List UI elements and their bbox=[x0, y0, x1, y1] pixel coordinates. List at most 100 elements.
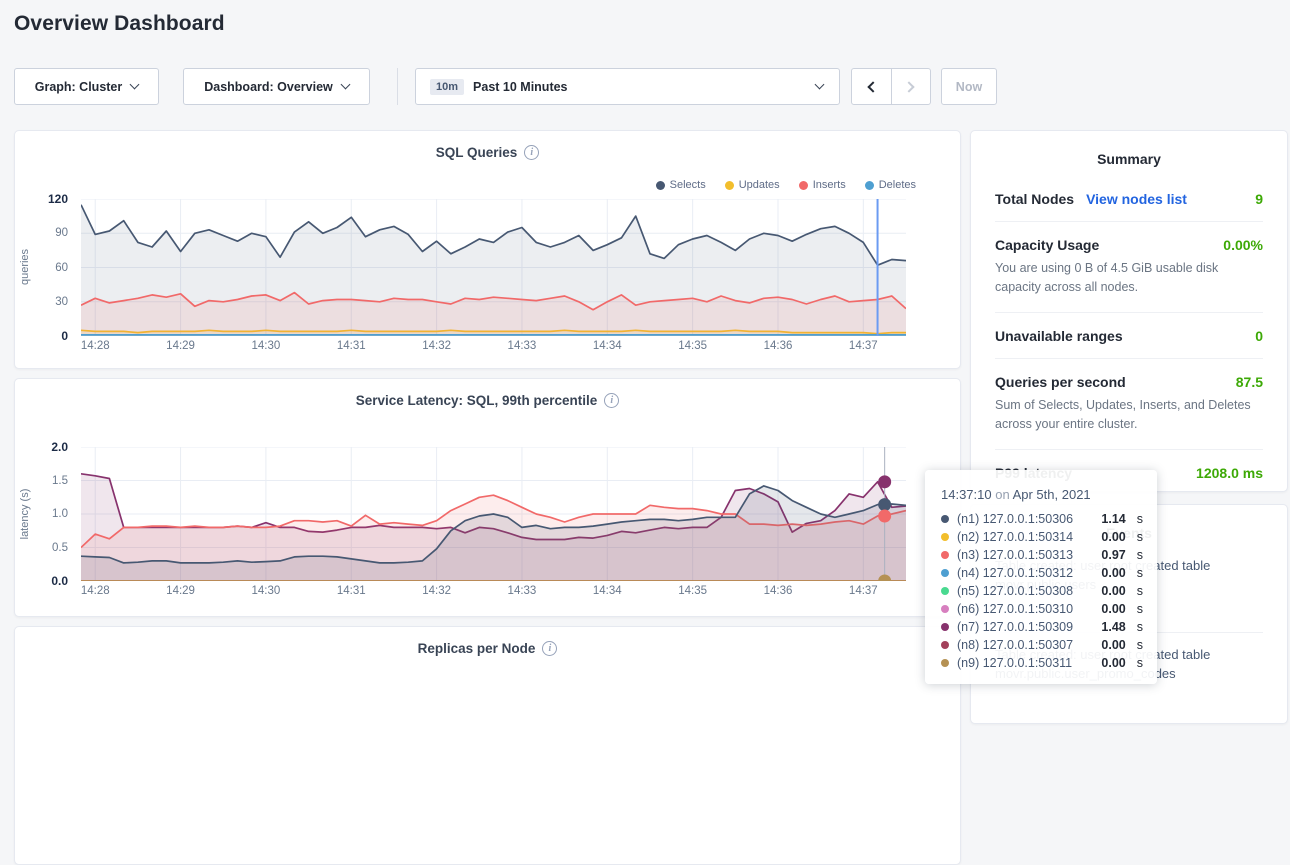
legend-label: Inserts bbox=[812, 179, 846, 191]
chevron-left-icon bbox=[867, 80, 879, 93]
x-tick-label: 14:32 bbox=[422, 340, 451, 352]
node-latency-value: 0.00 bbox=[1101, 584, 1126, 598]
p99-latency-value: 1208.0 ms bbox=[1196, 464, 1263, 481]
legend-item-selects[interactable]: Selects bbox=[655, 179, 706, 191]
legend-item-updates[interactable]: Updates bbox=[724, 179, 780, 191]
node-color-dot-icon bbox=[941, 587, 949, 595]
x-tick-label: 14:30 bbox=[251, 585, 281, 597]
qps-label: Queries per second bbox=[995, 373, 1126, 390]
capacity-usage-label: Capacity Usage bbox=[995, 237, 1100, 253]
info-icon[interactable]: i bbox=[524, 145, 540, 160]
x-tick-label: 14:35 bbox=[678, 340, 708, 352]
tooltip-node-row: (n9) 127.0.0.1:50311 0.00 s bbox=[941, 654, 1143, 672]
toolbar-divider bbox=[397, 68, 398, 105]
y-axis-ticks: 0 30 60 90 120 bbox=[15, 192, 75, 343]
tooltip-node-row: (n2) 127.0.0.1:50314 0.00 s bbox=[941, 528, 1143, 546]
chevron-down-icon bbox=[129, 79, 140, 90]
legend-item-deletes[interactable]: Deletes bbox=[864, 179, 916, 191]
dashboard-dropdown[interactable]: Dashboard: Overview bbox=[183, 68, 370, 105]
now-button[interactable]: Now bbox=[941, 68, 997, 105]
time-range-dropdown[interactable]: 10m Past 10 Minutes bbox=[415, 68, 840, 105]
total-nodes-value: 9 bbox=[1255, 191, 1263, 207]
replicas-per-node-title: Replicas per Node bbox=[417, 641, 536, 656]
unavailable-ranges-label: Unavailable ranges bbox=[995, 327, 1123, 344]
node-address: (n6) 127.0.0.1:50310 bbox=[957, 602, 1074, 616]
sql-queries-title-row: SQL Queries i bbox=[15, 145, 960, 160]
sql-queries-panel: SQL Queries i Selects Updates Inserts Delet… bbox=[14, 130, 961, 369]
service-latency-title-row: Service Latency: SQL, 99th percentile i bbox=[15, 393, 960, 408]
service-latency-title: Service Latency: SQL, 99th percentile bbox=[355, 393, 598, 408]
summary-title: Summary bbox=[1097, 151, 1161, 167]
node-color-dot-icon bbox=[941, 641, 949, 649]
x-tick-label: 14:29 bbox=[166, 585, 195, 597]
legend-dot-icon bbox=[724, 180, 734, 190]
service-latency-plot[interactable] bbox=[80, 446, 907, 588]
x-tick-label: 14:37 bbox=[848, 585, 878, 597]
y-tick-label: 30 bbox=[55, 295, 68, 308]
view-nodes-list-link[interactable]: View nodes list bbox=[1086, 191, 1187, 207]
replicas-per-node-panel: Replicas per Node i bbox=[14, 626, 961, 865]
legend-label: Selects bbox=[669, 179, 706, 191]
tooltip-node-row: (n6) 127.0.0.1:50310 0.00 s bbox=[941, 600, 1143, 618]
info-icon[interactable]: i bbox=[604, 393, 620, 408]
chevron-right-icon bbox=[903, 80, 915, 93]
time-step-back-button[interactable] bbox=[852, 69, 891, 104]
service-latency-panel: Service Latency: SQL, 99th percentile i … bbox=[14, 378, 961, 617]
x-tick-label: 14:34 bbox=[592, 340, 622, 352]
chart-tooltip: 14:37:10 on Apr 5th, 2021 (n1) 127.0.0.1… bbox=[925, 470, 1157, 684]
node-latency-unit: s bbox=[1136, 602, 1143, 616]
node-latency-unit: s bbox=[1136, 530, 1143, 544]
node-latency-value: 1.48 bbox=[1101, 620, 1126, 634]
legend-label: Deletes bbox=[878, 179, 916, 191]
node-address: (n3) 127.0.0.1:50313 bbox=[957, 548, 1074, 562]
graph-scope-dropdown[interactable]: Graph: Cluster bbox=[14, 68, 159, 105]
y-tick-label: 0.5 bbox=[52, 541, 68, 554]
sql-queries-plot[interactable] bbox=[80, 198, 907, 337]
node-latency-unit: s bbox=[1136, 656, 1143, 670]
x-tick-label: 14:37 bbox=[848, 340, 878, 352]
node-address: (n8) 127.0.0.1:50307 bbox=[957, 638, 1074, 652]
node-color-dot-icon bbox=[941, 515, 949, 523]
tooltip-node-row: (n5) 127.0.0.1:50308 0.00 s bbox=[941, 582, 1143, 600]
node-latency-value: 0.00 bbox=[1101, 602, 1126, 616]
summary-total-nodes-row: Total Nodes View nodes list 9 bbox=[995, 176, 1263, 221]
time-step-forward-button[interactable] bbox=[890, 69, 931, 104]
node-address: (n9) 127.0.0.1:50311 bbox=[957, 656, 1073, 670]
qps-description: Sum of Selects, Updates, Inserts, and De… bbox=[995, 397, 1251, 432]
unavailable-ranges-value: 0 bbox=[1255, 327, 1263, 344]
node-latency-value: 0.00 bbox=[1101, 530, 1126, 544]
node-color-dot-icon bbox=[941, 623, 949, 631]
tooltip-preposition: on bbox=[995, 487, 1013, 502]
x-tick-label: 14:36 bbox=[763, 340, 793, 352]
y-tick-label: 0.0 bbox=[51, 574, 68, 588]
node-address: (n1) 127.0.0.1:50306 bbox=[957, 512, 1074, 526]
x-tick-label: 14:31 bbox=[336, 340, 366, 352]
capacity-usage-value: 0.00% bbox=[1223, 237, 1263, 253]
tooltip-date: Apr 5th, 2021 bbox=[1012, 487, 1091, 502]
legend-dot-icon bbox=[798, 180, 808, 190]
y-tick-label: 2.0 bbox=[51, 440, 68, 454]
x-tick-label: 14:28 bbox=[80, 340, 110, 352]
tooltip-node-row: (n3) 127.0.0.1:50313 0.97 s bbox=[941, 546, 1143, 564]
legend-item-inserts[interactable]: Inserts bbox=[798, 179, 846, 191]
x-tick-label: 14:35 bbox=[678, 585, 708, 597]
node-latency-unit: s bbox=[1136, 512, 1143, 526]
node-latency-unit: s bbox=[1136, 584, 1143, 598]
sql-queries-legend: Selects Updates Inserts Deletes bbox=[655, 179, 916, 191]
qps-value: 87.5 bbox=[1235, 373, 1263, 390]
node-latency-value: 0.00 bbox=[1101, 656, 1126, 670]
node-latency-value: 1.14 bbox=[1101, 512, 1126, 526]
info-icon[interactable]: i bbox=[542, 641, 558, 656]
y-tick-label: 0 bbox=[61, 329, 68, 343]
node-color-dot-icon bbox=[941, 533, 949, 541]
x-tick-label: 14:34 bbox=[592, 585, 622, 597]
tooltip-rows: (n1) 127.0.0.1:50306 1.14 s (n2) 127.0.0.1:… bbox=[941, 510, 1143, 672]
tooltip-node-row: (n1) 127.0.0.1:50306 1.14 s bbox=[941, 510, 1143, 528]
sql-queries-title: SQL Queries bbox=[435, 145, 518, 160]
node-address: (n5) 127.0.0.1:50308 bbox=[957, 584, 1074, 598]
tooltip-node-row: (n8) 127.0.0.1:50307 0.00 s bbox=[941, 636, 1143, 654]
replicas-per-node-title-row: Replicas per Node i bbox=[15, 641, 960, 656]
y-tick-label: 120 bbox=[47, 192, 68, 206]
x-tick-label: 14:32 bbox=[422, 585, 451, 597]
node-address: (n4) 127.0.0.1:50312 bbox=[957, 566, 1074, 580]
